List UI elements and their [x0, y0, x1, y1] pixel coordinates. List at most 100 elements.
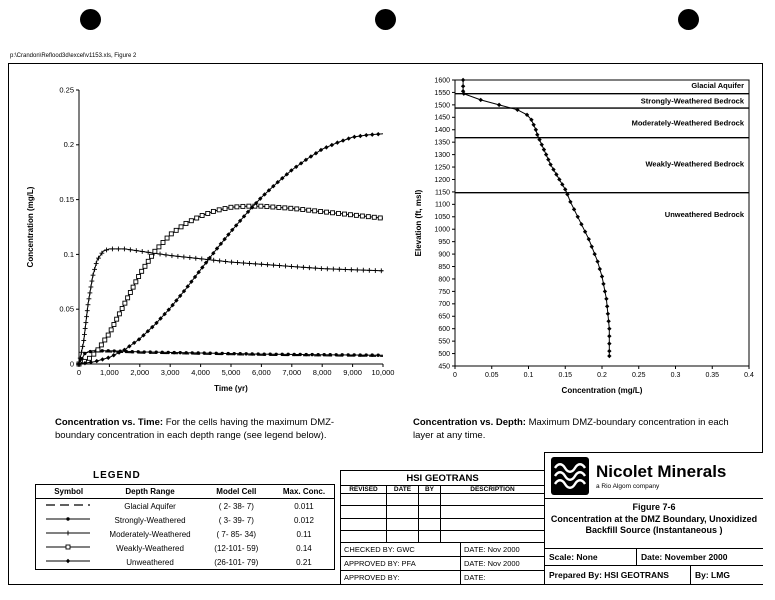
approved-date-label: DATE: Nov 2000: [464, 559, 520, 568]
legend-header-row: Symbol Depth Range Model Cell Max. Conc.: [35, 484, 335, 499]
legend-max-conc: 0.012: [293, 515, 314, 525]
svg-text:Weakly-Weathered Bedrock: Weakly-Weathered Bedrock: [645, 160, 744, 169]
legend-block: LEGEND Symbol Depth Range Model Cell Max…: [35, 470, 335, 570]
svg-text:1500: 1500: [434, 102, 450, 109]
nicolet-minerals-logo-icon: [551, 456, 589, 495]
figure-frame: 0 1,000 2,000 3,000 4,000 5,000 6,000 7,000 8,00…: [8, 63, 763, 585]
svg-text:1150: 1150: [435, 189, 450, 196]
legend-table: Symbol Depth Range Model Cell Max. Conc.…: [35, 484, 335, 570]
checked-date-label: DATE: Nov 2000: [464, 545, 520, 554]
svg-text:1350: 1350: [434, 140, 450, 147]
date-label: Date: November 2000: [641, 552, 728, 562]
depth-chart-caption: Concentration vs. Depth: Maximum DMZ-bou…: [413, 416, 751, 443]
figure-title-line2: Backfill Source (Instantaneous ): [585, 525, 723, 536]
svg-text:Elevation (ft, msl): Elevation (ft, msl): [414, 189, 423, 256]
svg-text:1600: 1600: [434, 77, 450, 84]
svg-text:900: 900: [438, 251, 450, 258]
svg-text:Strongly-Weathered Bedrock: Strongly-Weathered Bedrock: [641, 96, 745, 105]
legend-depth-range: Strongly-Weathered: [114, 515, 186, 525]
company-name: Nicolet Minerals: [596, 461, 727, 481]
svg-text:6,000: 6,000: [252, 368, 271, 377]
legend-title: LEGEND: [93, 470, 141, 481]
caption-right-title: Concentration vs. Depth:: [413, 417, 526, 428]
file-path-note: p:\Crandon\Reflood3d\excel\v1153.xls, Fi…: [10, 53, 137, 59]
svg-text:Unweathered Bedrock: Unweathered Bedrock: [665, 210, 745, 219]
svg-text:800: 800: [438, 276, 450, 283]
prepared-by-row: Prepared By: HSI GEOTRANS By: LMG: [545, 566, 763, 584]
drawn-by-label: By: LMG: [695, 570, 730, 580]
revision-header-by: BY: [419, 486, 441, 493]
svg-text:550: 550: [438, 339, 450, 346]
legend-depth-range: Unweathered: [126, 557, 174, 567]
legend-depth-range: Weakly-Weathered: [116, 543, 184, 553]
revision-empty-row: [341, 518, 544, 531]
concentration-vs-depth-chart: 0 0.05 0.1 0.15 0.2 0.25 0.3 0.35 0.4 1600 1550 150…: [414, 77, 754, 395]
approved-by-label-2: APPROVED BY:: [341, 571, 461, 584]
caption-right-text: Maximum DMZ-boundary concentration in ea…: [413, 417, 729, 442]
revision-company-title: HSI GEOTRANS: [341, 471, 544, 486]
svg-text:500: 500: [438, 351, 450, 358]
time-chart-caption: Concentration vs. Time: For the cells ha…: [55, 416, 367, 443]
binder-hole: [678, 9, 699, 30]
svg-text:600: 600: [438, 326, 450, 333]
svg-text:3,000: 3,000: [161, 368, 180, 377]
svg-text:0.1: 0.1: [64, 250, 74, 259]
square-marker-symbol-icon: [45, 544, 90, 550]
caption-left-text: For the cells having the maximum DMZ-bou…: [55, 417, 335, 442]
revision-empty-row: [341, 530, 544, 543]
figure-title-line1: Concentration at the DMZ Boundary, Unoxi…: [550, 513, 758, 524]
legend-row: Moderately-Weathered ( 7- 85- 34) 0.11: [36, 527, 335, 541]
legend-header-depth-range: Depth Range: [101, 484, 199, 499]
svg-text:950: 950: [438, 239, 450, 246]
svg-text:Concentration (mg/L): Concentration (mg/L): [26, 186, 35, 267]
legend-model-cell: (12-101- 59): [214, 543, 259, 553]
circle-marker-symbol-icon: [45, 517, 90, 521]
approved-by-row-2: APPROVED BY: DATE:: [341, 571, 544, 584]
svg-text:0: 0: [77, 368, 81, 377]
svg-text:0.35: 0.35: [705, 372, 719, 379]
svg-text:450: 450: [438, 363, 450, 370]
svg-text:Concentration (mg/L): Concentration (mg/L): [562, 386, 643, 395]
svg-text:0.2: 0.2: [64, 140, 74, 149]
legend-row: Weakly-Weathered (12-101- 59) 0.14: [36, 541, 335, 555]
svg-text:4,000: 4,000: [191, 368, 210, 377]
concentration-vs-time-chart: 0 1,000 2,000 3,000 4,000 5,000 6,000 7,000 8,00…: [26, 85, 395, 393]
svg-text:1400: 1400: [434, 127, 450, 134]
legend-depth-range: Glacial Aquifer: [124, 501, 176, 511]
legend-max-conc: 0.011: [294, 501, 314, 511]
scale-date-row: Scale: None Date: November 2000: [545, 549, 763, 566]
svg-text:7,000: 7,000: [282, 368, 301, 377]
legend-depth-range: Moderately-Weathered: [109, 529, 191, 539]
approved-by-label: APPROVED BY: PFA: [341, 557, 461, 570]
revision-header-date: DATE: [387, 486, 419, 493]
svg-text:0.25: 0.25: [632, 372, 646, 379]
svg-text:0.1: 0.1: [524, 372, 534, 379]
svg-text:0.15: 0.15: [59, 195, 74, 204]
svg-text:0.05: 0.05: [485, 372, 499, 379]
revision-empty-row: [341, 506, 544, 519]
svg-text:1300: 1300: [434, 152, 450, 159]
title-block: Nicolet Minerals a Rio Algom company Fig…: [544, 452, 763, 584]
legend-header-model-cell: Model Cell: [198, 484, 274, 499]
diamond-marker-symbol-icon: [45, 558, 90, 564]
plus-marker-symbol-icon: [45, 530, 90, 536]
binder-hole: [375, 9, 396, 30]
svg-text:750: 750: [438, 289, 450, 296]
svg-text:Time (yr): Time (yr): [214, 384, 248, 393]
legend-max-conc: 0.21: [296, 557, 312, 567]
svg-text:5,000: 5,000: [222, 368, 241, 377]
legend-max-conc: 0.11: [296, 529, 312, 539]
caption-left-title: Concentration vs. Time:: [55, 417, 164, 428]
legend-row: Unweathered (26-101- 79) 0.21: [36, 555, 335, 570]
svg-text:1250: 1250: [434, 164, 450, 171]
svg-text:2,000: 2,000: [130, 368, 149, 377]
svg-text:9,000: 9,000: [343, 368, 362, 377]
legend-header-max-conc: Max. Conc.: [273, 484, 335, 499]
revision-header-row: REVISED DATE BY DESCRIPTION: [341, 486, 544, 494]
revision-header-description: DESCRIPTION: [470, 486, 515, 493]
svg-text:10,000: 10,000: [372, 368, 395, 377]
company-logo-row: Nicolet Minerals a Rio Algom company: [545, 453, 763, 499]
svg-text:1200: 1200: [434, 177, 450, 184]
svg-text:1550: 1550: [434, 90, 450, 97]
svg-text:0.4: 0.4: [744, 372, 754, 379]
